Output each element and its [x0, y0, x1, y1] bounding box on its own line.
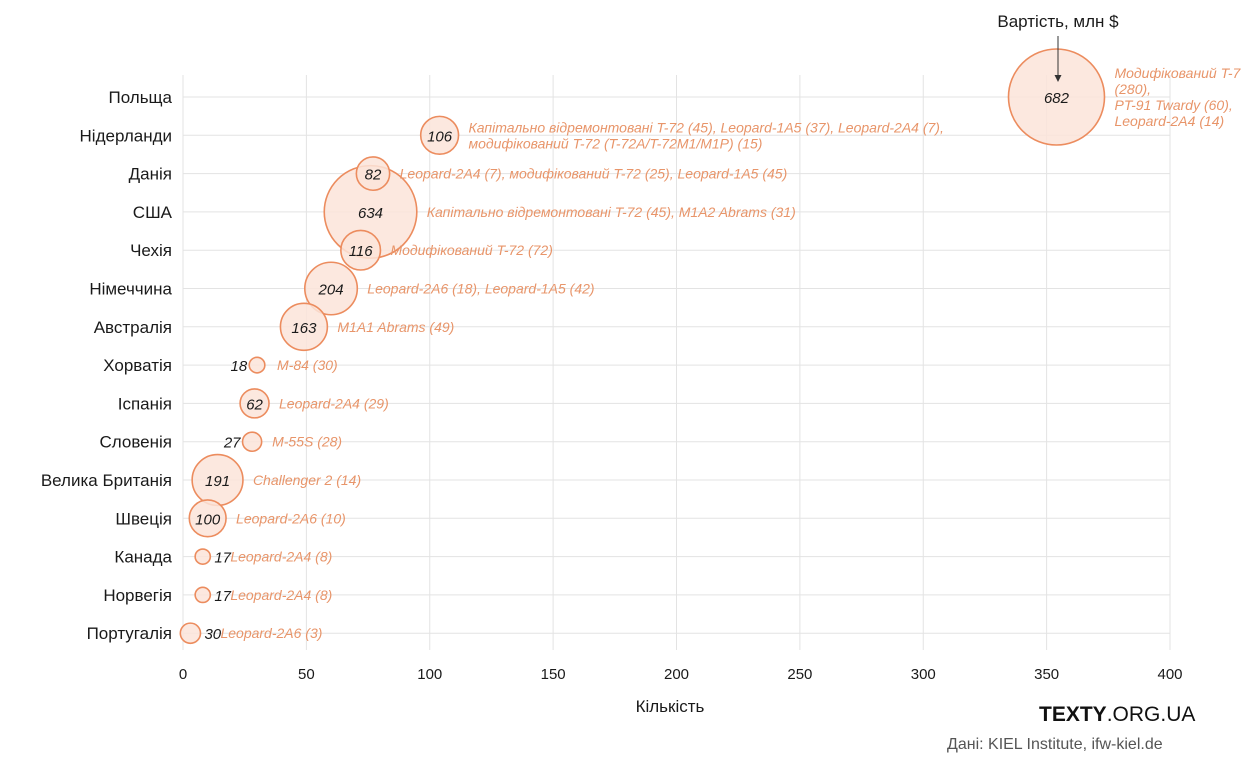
bubble-note: Leopard-2A4 (29) [279, 395, 389, 411]
bubble [179, 622, 202, 645]
bubble [419, 115, 460, 156]
bubble [303, 261, 359, 316]
x-tick-label: 300 [911, 666, 936, 683]
value-label: 18 [231, 358, 248, 375]
bubble-note: PT-91 Twardy (60), [1114, 97, 1232, 113]
bubble [239, 388, 270, 419]
value-label: 62 [246, 396, 263, 413]
bubble-note: M-84 (30) [277, 357, 338, 373]
bubble-note: Капітально відремонтовані T-72 (45), Leo… [469, 119, 944, 135]
bubble-note: модифікований T-72 (T-72A/T-72M1/M1P) (1… [469, 135, 763, 151]
value-label: 100 [195, 511, 221, 528]
value-label: 116 [349, 243, 374, 260]
country-label: Велика Британія [41, 471, 172, 490]
value-label: 82 [365, 167, 382, 184]
country-label: Данія [129, 165, 172, 184]
value-label: 163 [291, 320, 317, 337]
country-label: Іспанія [118, 394, 172, 413]
country-label: Швеція [115, 509, 172, 528]
value-label: 106 [427, 128, 453, 145]
bubble [248, 356, 266, 374]
value-label: 17 [214, 550, 231, 567]
x-tick-label: 250 [787, 666, 812, 683]
x-tick-label: 100 [417, 666, 442, 683]
value-label: 27 [223, 435, 241, 452]
x-axis: 0 50 100 150 200 250 300 350 400 [179, 666, 1183, 683]
x-tick-label: 0 [179, 666, 187, 683]
bubbles [179, 48, 1106, 645]
brand-rest: .ORG.UA [1106, 703, 1196, 726]
labels: Польща Нідерланди Данія США Чехія Німеччина Ав… [41, 65, 1242, 643]
brand-bold: TEXTY [1039, 703, 1107, 726]
bubble-note: (280), [1114, 81, 1151, 97]
country-label: Польща [108, 88, 172, 107]
bubble-note: Leopard-2A4 (7), модифікований T-72 (25)… [400, 166, 788, 182]
x-tick-label: 150 [541, 666, 566, 683]
country-label: Німеччина [89, 280, 172, 299]
country-label: Канада [114, 548, 172, 567]
bubble [194, 586, 212, 604]
bubble-note: Капітально відремонтовані T-72 (45), M1A… [427, 204, 796, 220]
x-tick-label: 400 [1157, 666, 1182, 683]
bubble-note: Leopard-2A6 (18), Leopard-1A5 (42) [367, 281, 594, 297]
value-label: 682 [1044, 90, 1070, 107]
country-label: Хорватія [103, 356, 172, 375]
country-label: США [133, 203, 173, 222]
x-tick-label: 200 [664, 666, 689, 683]
value-label: 17 [214, 588, 231, 605]
bubble-note: M-55S (28) [272, 434, 342, 450]
bubble-note: Модифікований T-7 [1114, 65, 1241, 81]
bubble [279, 302, 329, 352]
bubble [241, 431, 263, 453]
x-axis-title: Кількість [636, 697, 705, 716]
country-label: Чехія [130, 241, 172, 260]
bubble-note: Challenger 2 (14) [253, 472, 361, 488]
bubble-note: Leopard-2A6 (3) [220, 625, 322, 641]
size-legend-arrowhead [1054, 75, 1062, 82]
bubble [194, 548, 212, 565]
bubble-note: Модифікований T-72 (72) [390, 242, 552, 258]
value-label: 191 [205, 473, 230, 490]
value-label: 204 [318, 282, 344, 299]
country-label: Португалія [87, 624, 172, 643]
bubble-note: Leopard-2A6 (10) [236, 510, 346, 526]
country-label: Нідерланди [80, 126, 172, 145]
x-tick-label: 50 [298, 666, 315, 683]
bubble-note: M1A1 Abrams (49) [337, 319, 454, 335]
brand-logo: TEXTY.ORG.UA [1039, 703, 1195, 727]
x-tick-label: 350 [1034, 666, 1059, 683]
value-label: 30 [204, 626, 221, 643]
bubble [1007, 48, 1106, 146]
bubble-note: Leopard-2A4 (8) [230, 549, 332, 565]
bubble [355, 156, 391, 192]
size-legend-title: Вартість, млн $ [997, 12, 1119, 31]
country-label: Словенія [99, 433, 172, 452]
bubble [340, 229, 382, 271]
value-label: 634 [358, 205, 383, 222]
country-label: Австралія [94, 318, 172, 337]
country-label: Норвегія [103, 586, 172, 605]
bubble-note: Leopard-2A4 (14) [1114, 113, 1224, 129]
data-source: Дані: KIEL Institute, ifw-kiel.de [947, 736, 1163, 753]
bubble-note: Leopard-2A4 (8) [230, 587, 332, 603]
bubble [188, 499, 227, 538]
